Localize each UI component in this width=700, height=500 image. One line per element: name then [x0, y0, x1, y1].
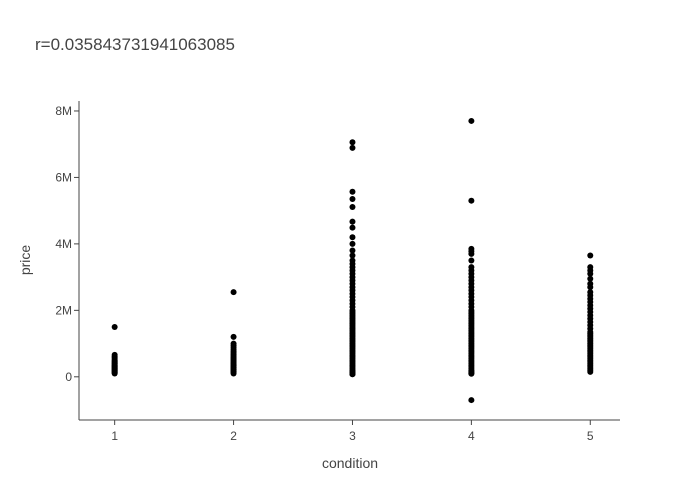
y-axis-ticks: 0 2M 4M 6M 8M: [55, 104, 79, 384]
data-point: [349, 234, 356, 241]
data-point: [468, 117, 475, 124]
data-point: [349, 240, 356, 247]
data-point: [349, 252, 356, 259]
x-tick-label: 1: [111, 429, 118, 443]
data-point: [349, 204, 356, 211]
plot-area: 0 2M 4M 6M 8M 1 2 3 4 5: [55, 101, 620, 443]
data-point: [111, 370, 118, 377]
data-point: [468, 397, 475, 404]
data-point: [349, 218, 356, 225]
data-point: [468, 197, 475, 204]
chart-title: r=0.035843731941063085: [35, 35, 235, 54]
x-tick-label: 3: [349, 429, 356, 443]
y-tick-label: 6M: [55, 170, 72, 184]
data-point: [230, 370, 237, 377]
x-axis-ticks: 1 2 3 4 5: [111, 420, 594, 443]
data-point: [349, 224, 356, 231]
x-tick-label: 4: [468, 429, 475, 443]
data-point: [349, 196, 356, 203]
x-axis-label: condition: [322, 455, 378, 471]
y-axis-label: price: [17, 245, 33, 276]
data-point: [349, 188, 356, 195]
x-tick-label: 5: [587, 429, 594, 443]
data-point: [349, 144, 356, 151]
data-point: [587, 252, 594, 259]
y-tick-label: 2M: [55, 303, 72, 317]
data-point: [230, 289, 237, 296]
data-point: [230, 333, 237, 340]
data-point: [111, 323, 118, 330]
data-point: [349, 371, 356, 378]
y-tick-label: 4M: [55, 237, 72, 251]
data-point: [468, 257, 475, 264]
y-tick-label: 0: [65, 370, 72, 384]
data-point: [349, 139, 356, 146]
data-point: [468, 370, 475, 377]
data-point: [587, 284, 594, 291]
data-points: [111, 117, 594, 404]
data-point: [587, 275, 594, 282]
y-tick-label: 8M: [55, 104, 72, 118]
data-point: [349, 247, 356, 254]
data-point: [587, 368, 594, 375]
x-tick-label: 2: [230, 429, 237, 443]
data-point: [468, 250, 475, 257]
data-point: [587, 270, 594, 277]
